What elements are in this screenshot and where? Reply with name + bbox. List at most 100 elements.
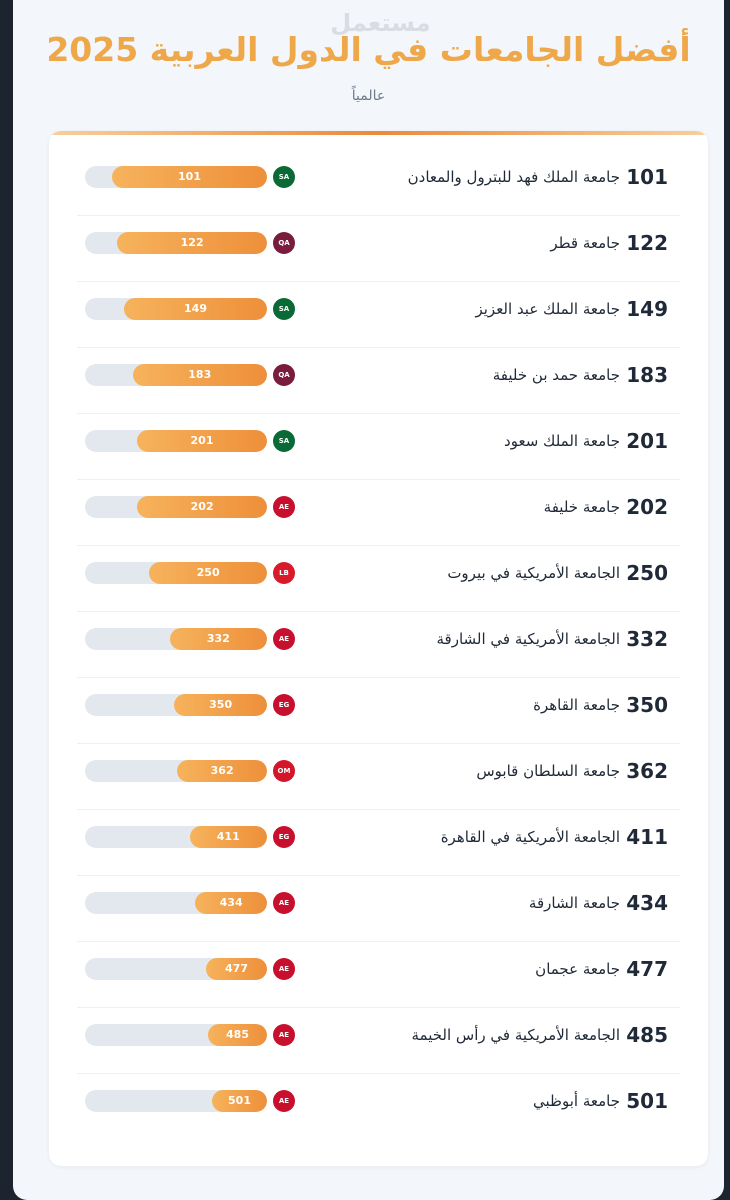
bar-value-label: 485 [226,1028,249,1041]
ranking-row: 362 جامعة السلطان قابوس OM 362 [77,743,680,810]
bar-track: 434 [85,892,267,914]
university-name: جامعة أبوظبي [533,1092,620,1110]
ranking-row: 149 جامعة الملك عبد العزيز SA 149 [77,281,680,348]
ranking-row: 201 جامعة الملك سعود SA 201 [77,413,680,480]
ranking-row: 350 جامعة القاهرة EG 350 [77,677,680,744]
bar-value-label: 201 [190,434,214,447]
bar [112,166,267,188]
bar [124,298,267,320]
university-name: جامعة القاهرة [533,696,620,714]
university-name: الجامعة الأمريكية في بيروت [447,564,620,582]
university-name: جامعة الملك عبد العزيز [475,300,620,318]
bar [177,760,267,782]
ranking-row: 485 الجامعة الأمريكية في رأس الخيمة AE 485 [77,1007,680,1074]
bar-value-label: 350 [209,698,233,711]
bar-value-label: 477 [225,962,248,975]
ranking-row: 411 الجامعة الأمريكية في القاهرة EG 411 [77,809,680,876]
ranking-row: 101 جامعة الملك فهد للبترول والمعادن SA 101 [77,149,680,216]
bar [206,958,267,980]
country-flag-icon: QA [273,232,295,254]
university-name: جامعة الملك فهد للبترول والمعادن [407,168,620,186]
bar [137,430,267,452]
bar-track: 485 [85,1024,267,1046]
country-flag-icon: EG [273,826,295,848]
university-name: الجامعة الأمريكية في القاهرة [440,828,620,846]
bar [189,826,267,848]
bar-track: 362 [85,760,267,782]
university-name: جامعة السلطان قابوس [476,762,620,780]
rank-number: 485 [626,1023,668,1047]
chart-subtitle: عالمياً [351,88,386,104]
bar-track: 101 [85,166,267,188]
bar-value-label: 101 [178,170,201,183]
bar-value-label: 250 [196,566,220,579]
country-flag-icon: AE [273,892,295,914]
university-name: جامعة الشارقة [528,894,620,912]
bar [174,694,267,716]
rank-number: 149 [626,297,668,321]
ranking-row: 332 الجامعة الأمريكية في الشارقة AE 332 [77,611,680,678]
page-frame: مستعمل أفضل الجامعات في الدول العربية 20… [13,0,724,1200]
bar [117,232,267,254]
bar-track: 350 [85,694,267,716]
bar-track: 411 [85,826,267,848]
country-flag-icon: AE [273,628,295,650]
country-flag-icon: AE [273,1024,295,1046]
ranking-row: 434 جامعة الشارقة AE 434 [77,875,680,942]
chart-title: أفضل الجامعات في الدول العربية 2025 [46,30,691,69]
bar [149,562,267,584]
rank-number: 350 [626,693,668,717]
bar-value-label: 332 [206,632,230,645]
bar-track: 183 [85,364,267,386]
bar-track: 250 [85,562,267,584]
bar [137,496,267,518]
watermark-logo: مستعمل [330,9,431,37]
university-name: جامعة حمد بن خليفة [492,366,620,384]
country-flag-icon: AE [273,496,295,518]
bar-track: 501 [85,1090,267,1112]
ranking-row: 183 جامعة حمد بن خليفة QA 183 [77,347,680,414]
bar-track: 477 [85,958,267,980]
rank-number: 122 [626,231,668,255]
rank-number: 477 [626,957,668,981]
bar-value-label: 122 [180,236,204,249]
rank-number: 362 [626,759,668,783]
bar [195,892,267,914]
ranking-panel: 101 جامعة الملك فهد للبترول والمعادن SA 101… [49,131,708,1166]
bar-value-label: 434 [219,896,243,909]
bar-track: 149 [85,298,267,320]
bar-track: 202 [85,496,267,518]
rank-number: 411 [626,825,668,849]
bar [212,1090,267,1112]
country-flag-icon: AE [273,1090,295,1112]
university-name: جامعة قطر [550,234,620,252]
university-name: الجامعة الأمريكية في رأس الخيمة [411,1026,621,1044]
bar [208,1024,267,1046]
university-name: جامعة خليفة [543,498,620,516]
rank-number: 101 [626,165,668,189]
country-flag-icon: SA [273,298,295,320]
ranking-row: 477 جامعة عجمان AE 477 [77,941,680,1008]
bar-track: 122 [85,232,267,254]
bar-value-label: 501 [228,1094,251,1107]
ranking-row: 202 جامعة خليفة AE 202 [77,479,680,546]
ranking-row: 501 جامعة أبوظبي AE 501 [77,1073,680,1139]
country-flag-icon: QA [273,364,295,386]
bar-value-label: 362 [210,764,234,777]
ranking-row: 250 الجامعة الأمريكية في بيروت LB 250 [77,545,680,612]
country-flag-icon: SA [273,166,295,188]
ranking-row: 122 جامعة قطر QA 122 [77,215,680,282]
rank-number: 202 [626,495,668,519]
bar-value-label: 202 [190,500,214,513]
rank-number: 250 [626,561,668,585]
rank-number: 332 [626,627,668,651]
rank-number: 434 [626,891,668,915]
rank-number: 183 [626,363,668,387]
panel-accent-line [49,131,708,135]
bar [169,628,267,650]
bar-track: 332 [85,628,267,650]
bar-value-label: 149 [184,302,207,315]
country-flag-icon: LB [273,562,295,584]
country-flag-icon: EG [273,694,295,716]
rank-number: 201 [626,429,668,453]
